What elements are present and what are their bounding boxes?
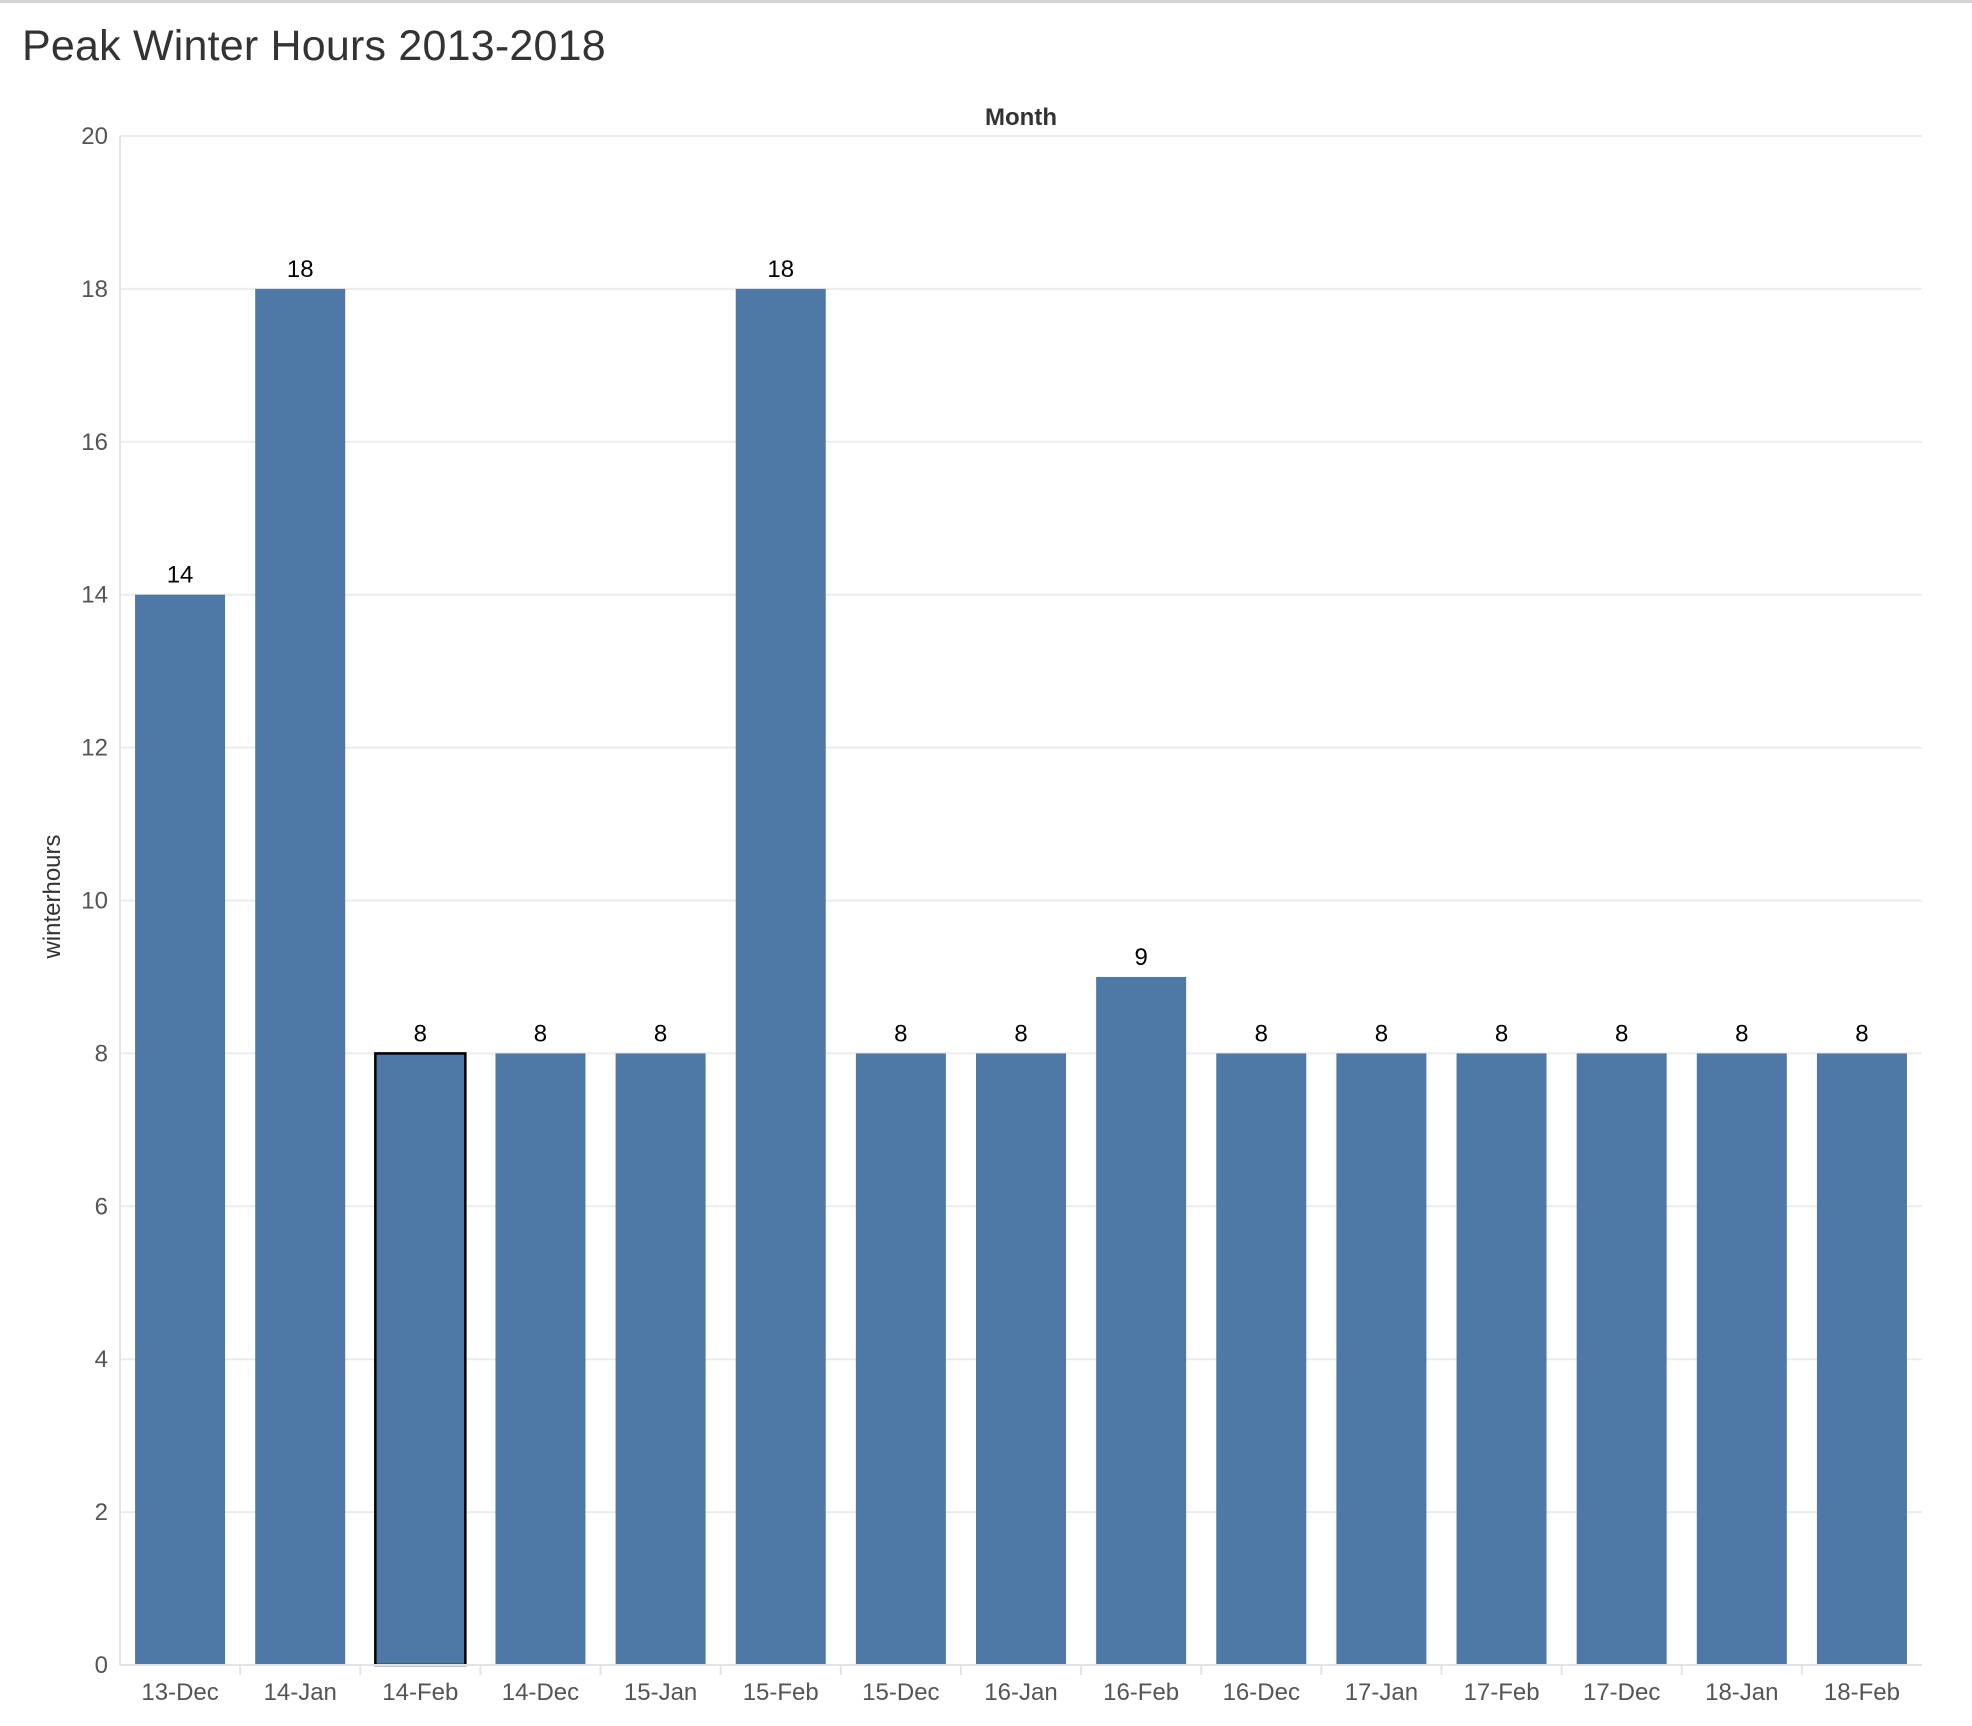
data-label: 18 [287,256,314,283]
bar-14-Feb[interactable] [374,1052,467,1667]
y-tick-label: 4 [95,1346,108,1373]
data-label: 8 [894,1020,907,1047]
x-tick-label: 15-Feb [743,1679,819,1706]
data-label: 14 [167,562,194,589]
y-tick-label: 14 [81,582,108,609]
y-tick-label: 8 [95,1040,108,1067]
bar-18-Feb[interactable] [1816,1053,1907,1665]
y-tick-label: 2 [95,1499,108,1526]
x-tick-label: 15-Jan [624,1679,697,1706]
y-tick-label: 20 [81,123,108,150]
data-label: 8 [1375,1020,1388,1047]
column-header-title: Month [985,104,1057,131]
bar-17-Dec[interactable] [1576,1053,1667,1665]
x-tick-label: 18-Feb [1824,1679,1900,1706]
bar-14-Jan[interactable] [255,288,346,1665]
chart-title: Peak Winter Hours 2013-2018 [22,22,606,70]
data-label: 9 [1134,944,1147,971]
data-label: 8 [654,1020,667,1047]
top-rule [0,0,1972,3]
x-tick-label: 16-Dec [1223,1679,1300,1706]
data-label: 18 [767,256,794,283]
data-label: 8 [1735,1020,1748,1047]
x-tick-label: 17-Dec [1583,1679,1660,1706]
x-tick-label: 18-Jan [1705,1679,1778,1706]
x-tick-label: 14-Dec [502,1679,579,1706]
x-tick-label: 15-Dec [862,1679,939,1706]
x-tick-label: 16-Feb [1103,1679,1179,1706]
bar-15-Dec[interactable] [855,1053,946,1665]
bar-16-Jan[interactable] [976,1053,1066,1665]
bars [135,288,1907,1667]
data-label: 8 [1014,1020,1027,1047]
y-tick-label: 16 [81,429,108,456]
bar-14-Dec[interactable] [495,1053,586,1665]
bar-16-Dec[interactable] [1216,1053,1307,1665]
y-tick-label: 18 [81,276,108,303]
y-axis-title: winterhours [39,834,66,959]
bar-13-Dec[interactable] [135,594,226,1666]
data-label: 8 [534,1020,547,1047]
x-tick-label: 16-Jan [984,1679,1057,1706]
x-tick-label: 14-Jan [264,1679,337,1706]
bar-15-Jan[interactable] [615,1053,706,1665]
data-label: 8 [1255,1020,1268,1047]
bar-18-Jan[interactable] [1696,1053,1787,1665]
data-label: 8 [1495,1020,1508,1047]
bar-17-Feb[interactable] [1456,1053,1547,1665]
data-label: 8 [1855,1020,1868,1047]
y-tick-label: 12 [81,735,108,762]
bar-15-Feb[interactable] [735,288,826,1665]
data-label: 8 [414,1020,427,1047]
x-tick-label: 17-Jan [1345,1679,1418,1706]
y-tick-label: 0 [95,1652,108,1679]
axes: 0 2 4 6 8 10 12 14 16 18 20 13-Dec 14-Jan 14-Feb 14-De… [81,123,1922,1706]
x-tick-label: 17-Feb [1464,1679,1540,1706]
x-tick-label: 13-Dec [141,1679,218,1706]
y-tick-label: 6 [95,1193,108,1220]
x-tick-label: 14-Feb [382,1679,458,1706]
bar-17-Jan[interactable] [1336,1053,1427,1665]
bar-16-Feb[interactable] [1096,976,1187,1665]
y-tick-label: 10 [81,888,108,915]
data-labels: 14 18 8 8 8 18 8 8 9 8 8 8 8 8 8 [167,256,1869,1048]
data-label: 8 [1615,1020,1628,1047]
